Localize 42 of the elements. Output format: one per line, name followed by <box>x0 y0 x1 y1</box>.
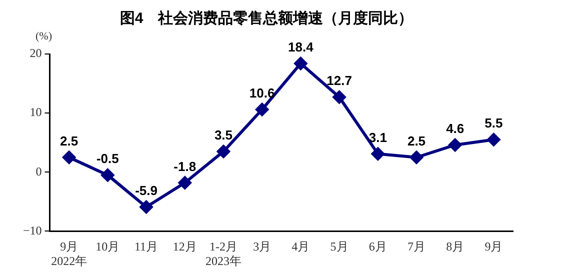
data-label: 2.5 <box>60 133 78 148</box>
point <box>216 144 230 158</box>
point <box>140 200 153 214</box>
point <box>256 103 269 116</box>
x-tick-label: 8月 <box>446 240 464 254</box>
x-tick-label: 5月 <box>330 240 348 254</box>
data-label: 18.4 <box>288 40 314 55</box>
chart-title: 图4 社会消费品零售总额增速（月度同比） <box>120 9 414 28</box>
y-axis-title: (%) <box>36 30 52 42</box>
point <box>448 138 462 152</box>
point <box>294 56 308 70</box>
point <box>101 168 114 182</box>
data-label: -1.8 <box>174 158 196 174</box>
data-label: 12.7 <box>326 73 352 88</box>
point <box>178 176 192 190</box>
x-tick-label: 9月 2022年 <box>51 240 88 268</box>
point <box>410 150 423 164</box>
y-tick-label: 0 <box>36 164 42 178</box>
x-tick-label: 7月 <box>407 240 426 254</box>
data-label: -5.9 <box>135 183 158 198</box>
y-tick-label: 20 <box>30 46 42 60</box>
x-tick-label: 4月 <box>292 240 310 254</box>
y-tick-label: 10 <box>30 105 42 120</box>
point <box>332 90 346 104</box>
x-tick-label: 11月 <box>134 240 158 254</box>
x-tick-label: 9月 <box>484 240 503 254</box>
x-tick-label: 6月 <box>368 240 387 254</box>
x-tick-label: 1-2月 2023年 <box>205 240 242 268</box>
x-tick-label: 10月 <box>96 240 120 254</box>
data-label: -0.5 <box>96 151 119 166</box>
data-label: 10.6 <box>249 86 275 101</box>
point <box>371 147 384 160</box>
x-tick-label: 12月 <box>172 240 197 254</box>
x-tick-label: 3月 <box>253 240 272 254</box>
point <box>62 150 76 164</box>
point <box>487 133 500 146</box>
data-label: 3.1 <box>368 130 387 145</box>
data-label: 5.5 <box>484 116 503 131</box>
data-label: 2.5 <box>407 133 426 148</box>
y-tick-label: −10 <box>22 223 42 238</box>
data-label: 3.5 <box>214 128 233 143</box>
data-label: 4.6 <box>446 121 464 136</box>
